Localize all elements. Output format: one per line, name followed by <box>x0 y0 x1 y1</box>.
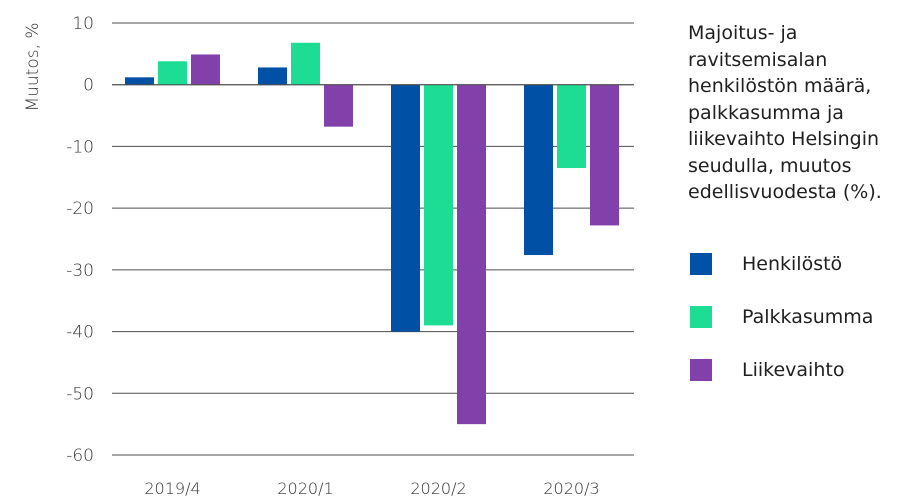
x-tick-label: 2020/1 <box>277 479 333 498</box>
legend-swatch <box>690 358 712 381</box>
chart-title: Majoitus- ja ravitsemisalan henkilöstön … <box>688 22 882 203</box>
y-tick-label: -20 <box>66 199 94 219</box>
bar-liikevaihto-2020-1 <box>324 84 353 127</box>
bar-palkkasumma-2019-4 <box>158 61 187 85</box>
x-tick-label: 2020/2 <box>410 479 466 498</box>
y-tick-label: -40 <box>66 323 94 343</box>
bar-palkkasumma-2020-3 <box>557 84 586 169</box>
bar-henkilöstö-2019-4 <box>125 77 154 85</box>
bar-henkilöstö-2020-3 <box>524 84 553 256</box>
bar-henkilöstö-2020-1 <box>258 67 287 85</box>
bar-palkkasumma-2020-1 <box>291 42 320 85</box>
y-tick-label: -10 <box>66 137 94 157</box>
x-axis-ticks: 2019/4 2020/1 2020/2 2020/3 <box>144 479 599 498</box>
y-tick-label: -50 <box>66 384 94 404</box>
legend-item-henkilöstö: Henkilöstö <box>688 250 922 278</box>
gridlines <box>112 22 634 456</box>
y-axis-ticks: 10 0 -10 -20 -30 -40 -50 -60 <box>66 14 94 466</box>
legend-item-palkkasumma: Palkkasumma <box>688 303 922 331</box>
legend-swatch <box>690 305 712 328</box>
x-tick-label: 2019/4 <box>144 479 200 498</box>
legend-label: Palkkasumma <box>742 305 874 328</box>
y-tick-label: -60 <box>66 446 94 466</box>
legend-label: Henkilöstö <box>742 252 843 275</box>
bar-liikevaihto-2020-3 <box>590 84 619 226</box>
legend: Majoitus- ja ravitsemisalan henkilöstön … <box>688 20 922 409</box>
y-tick-label: -30 <box>66 261 94 281</box>
bar-henkilöstö-2020-2 <box>391 84 420 332</box>
y-tick-label: 0 <box>83 76 94 96</box>
legend-swatch <box>690 252 712 275</box>
bars <box>112 42 634 425</box>
bar-liikevaihto-2020-2 <box>457 84 486 425</box>
legend-item-liikevaihto: Liikevaihto <box>688 356 922 384</box>
y-axis-label: Muutos, % <box>23 22 43 111</box>
legend-list: Henkilöstö Palkkasumma Liikevaihto <box>688 250 922 384</box>
bar-palkkasumma-2020-2 <box>424 84 453 326</box>
legend-label: Liikevaihto <box>742 358 845 381</box>
y-tick-label: 10 <box>72 14 94 34</box>
x-tick-label: 2020/3 <box>543 479 599 498</box>
bar-liikevaihto-2019-4 <box>191 54 220 85</box>
